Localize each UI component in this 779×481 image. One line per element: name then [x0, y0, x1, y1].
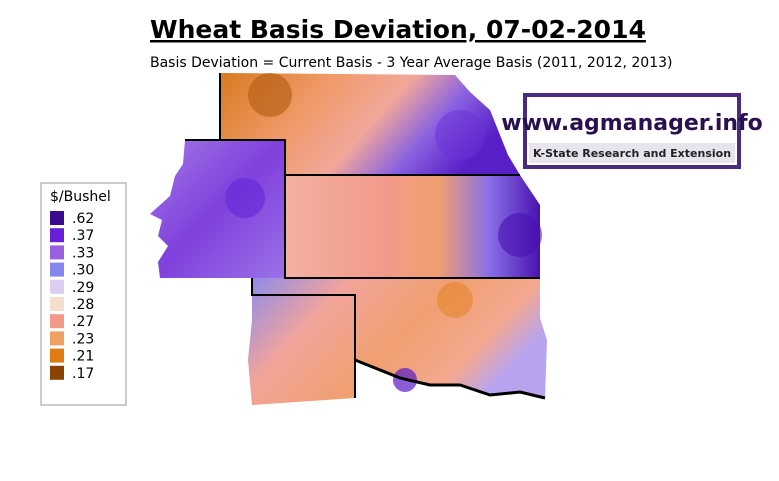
legend-label: .23 — [72, 331, 94, 347]
hotspot — [437, 282, 473, 318]
legend-label: .27 — [72, 314, 94, 330]
border — [251, 278, 356, 398]
legend-label: .17 — [72, 366, 94, 382]
legend-swatch — [50, 348, 64, 363]
legend-swatch — [50, 245, 64, 260]
logo: www.agmanager.info K-State Research and … — [501, 93, 763, 169]
legend-swatch — [50, 262, 64, 277]
legend: $/Bushel .62.37.33 .30.29.28.27.23 .21.17 — [40, 182, 127, 406]
map — [150, 73, 547, 405]
region-oklahoma — [248, 278, 547, 405]
legend-label: .62 — [72, 211, 94, 227]
border — [354, 358, 546, 400]
subtitle: Basis Deviation = Current Basis - 3 Year… — [150, 55, 672, 71]
region-colorado — [150, 140, 285, 278]
legend-label: .37 — [72, 228, 94, 244]
hotspot — [435, 110, 485, 160]
legend-label: .21 — [72, 349, 94, 365]
legend-swatch — [50, 365, 64, 380]
legend-label: .29 — [72, 280, 94, 296]
region-kansas — [285, 175, 540, 278]
legend-title: $/Bushel — [50, 189, 111, 205]
legend-swatch — [50, 228, 64, 243]
title: Wheat Basis Deviation, 07-02-2014 — [150, 15, 646, 44]
logo-org: K-State Research and Extension — [533, 147, 731, 160]
legend-swatch — [50, 211, 64, 225]
legend-swatch — [50, 297, 64, 311]
logo-band — [529, 143, 735, 163]
hotspot — [225, 178, 265, 218]
hotspot — [248, 73, 292, 117]
legend-swatch — [50, 279, 64, 294]
border — [284, 175, 540, 279]
legend-swatch — [50, 331, 64, 346]
legend-label: .28 — [72, 297, 94, 313]
legend-label: .33 — [72, 245, 94, 261]
state-borders — [185, 73, 546, 400]
legend-label: .30 — [72, 263, 94, 279]
hotspot — [498, 213, 542, 257]
logo-url: www.agmanager.info — [501, 111, 762, 136]
legend-swatch — [50, 314, 64, 329]
